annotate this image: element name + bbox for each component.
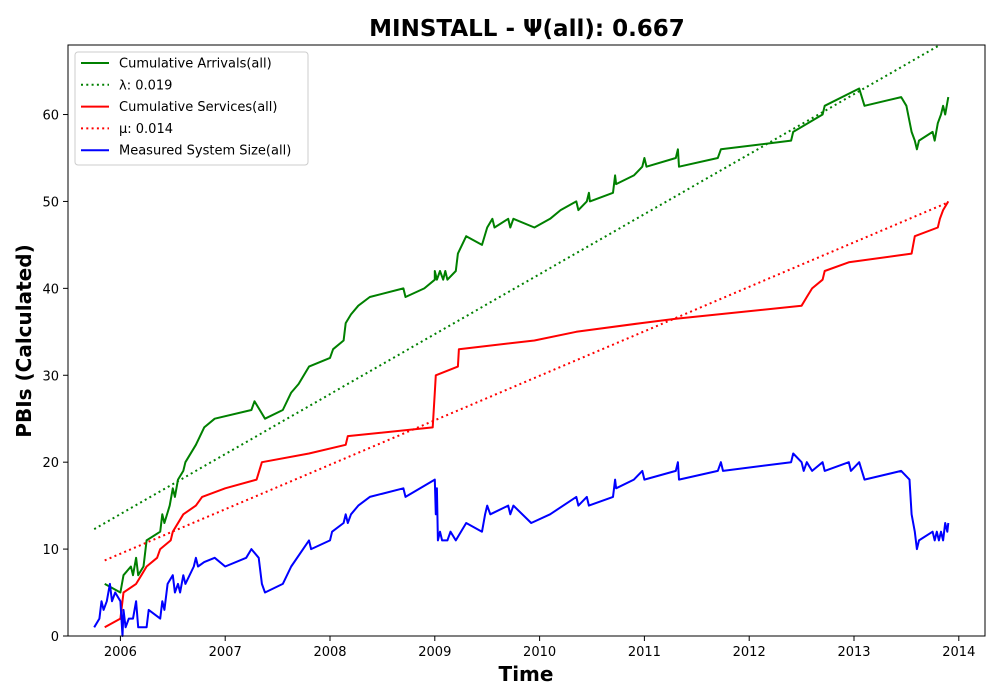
x-tick-label: 2014	[942, 645, 975, 660]
y-tick-label: 10	[42, 543, 59, 558]
series-line-4	[104, 202, 947, 562]
legend-label-measured-system-size-all: Measured System Size(all)	[119, 144, 291, 159]
x-tick-label: 2011	[628, 645, 661, 660]
legend-box	[74, 51, 309, 166]
series-layer	[93, 44, 950, 637]
x-tick-label: 2009	[418, 645, 451, 660]
plot-frame	[67, 44, 986, 637]
y-axis-label: PBIs (Calculated)	[12, 244, 36, 437]
x-tick-label: 2008	[313, 645, 346, 660]
y-tick-label: 50	[42, 195, 59, 210]
y-axis: 0 10 20 30 40 50 60	[42, 109, 68, 645]
series-line-2	[93, 44, 941, 530]
y-tick-label: 20	[42, 456, 59, 471]
x-axis-label: Time	[499, 662, 554, 686]
legend-label-0-019: λ: 0.019	[119, 78, 172, 93]
series-line-1	[104, 87, 950, 594]
chart-title: MINSTALL - Ψ(all): 0.667	[369, 16, 685, 42]
x-tick-label: 2013	[837, 645, 870, 660]
x-tick-label: 2007	[209, 645, 242, 660]
legend-label-cumulative-arrivals-all: Cumulative Arrivals(all)	[119, 57, 272, 72]
x-tick-label: 2006	[104, 645, 137, 660]
x-axis: 2006 2007 2008 2009 2010 2011 2012 2013 2014	[104, 636, 975, 660]
series-line-5	[93, 452, 950, 637]
y-tick-label: 40	[42, 282, 59, 297]
series-line-3	[104, 200, 950, 629]
y-tick-label: 0	[51, 630, 59, 645]
legend-label-cumulative-services-all: Cumulative Services(all)	[119, 100, 277, 115]
x-tick-label: 2012	[733, 645, 766, 660]
legend-label-0-014: μ: 0.014	[119, 122, 173, 137]
y-tick-label: 60	[42, 109, 59, 124]
y-tick-label: 30	[42, 369, 59, 384]
x-tick-label: 2010	[523, 645, 556, 660]
legend: Cumulative Arrivals(all) λ: 0.019 Cumulati…	[74, 51, 309, 166]
